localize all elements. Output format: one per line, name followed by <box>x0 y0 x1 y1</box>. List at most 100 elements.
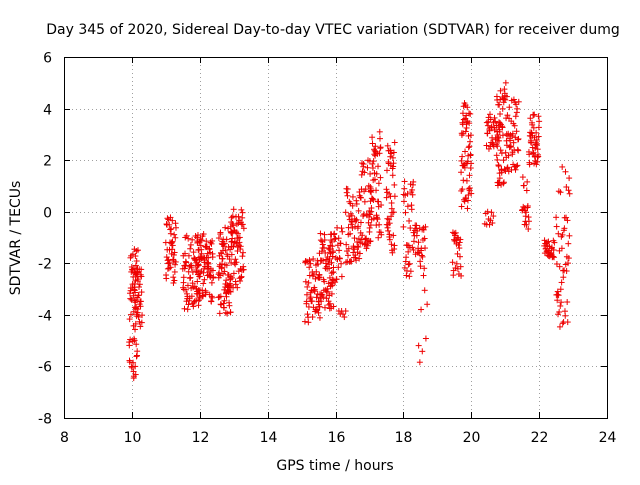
data-point <box>205 254 212 261</box>
data-point <box>390 160 397 167</box>
data-point <box>465 144 472 151</box>
data-point <box>512 113 519 120</box>
data-point <box>373 170 380 177</box>
data-point <box>406 217 413 224</box>
data-point <box>305 279 312 286</box>
data-point <box>235 220 242 227</box>
data-point <box>132 320 139 327</box>
data-point <box>221 268 228 275</box>
data-point <box>317 295 324 302</box>
data-point <box>375 234 382 241</box>
data-point <box>200 292 207 299</box>
data-point <box>422 223 429 230</box>
data-point <box>126 316 133 323</box>
data-point <box>484 208 491 215</box>
data-point <box>239 209 246 216</box>
data-point <box>198 255 205 262</box>
data-point <box>378 231 385 238</box>
data-point <box>497 110 504 117</box>
data-point <box>171 249 178 256</box>
data-point <box>131 280 138 287</box>
data-point <box>188 293 195 300</box>
data-point <box>363 245 370 252</box>
data-point <box>166 221 173 228</box>
data-point <box>519 174 526 181</box>
data-point <box>367 170 374 177</box>
x-tick-label: 10 <box>124 430 142 446</box>
data-point <box>513 101 520 108</box>
data-point <box>190 249 197 256</box>
data-point <box>483 142 490 149</box>
data-point <box>551 239 558 246</box>
data-point <box>386 236 393 243</box>
data-point <box>209 254 216 261</box>
data-point <box>466 185 473 192</box>
data-point <box>228 228 235 235</box>
data-point <box>172 224 179 231</box>
data-point <box>210 274 217 281</box>
data-point <box>565 260 572 267</box>
data-point <box>498 169 505 176</box>
data-point <box>232 281 239 288</box>
data-point <box>407 225 414 232</box>
data-point <box>500 157 507 164</box>
data-point <box>528 139 535 146</box>
data-point <box>505 168 512 175</box>
data-point <box>535 153 542 160</box>
data-point <box>559 231 566 238</box>
data-point <box>415 239 422 246</box>
data-point <box>419 348 426 355</box>
data-point <box>364 242 371 249</box>
data-point <box>421 287 428 294</box>
data-point <box>561 225 568 232</box>
data-point <box>507 137 514 144</box>
data-point <box>194 262 201 269</box>
data-point <box>221 297 228 304</box>
data-point <box>127 311 134 318</box>
data-point <box>235 213 242 220</box>
data-point <box>206 246 213 253</box>
data-point <box>565 240 572 247</box>
data-point <box>227 275 234 282</box>
data-point <box>510 96 517 103</box>
data-point <box>338 225 345 232</box>
y-tick-label: -8 <box>38 412 52 428</box>
data-point <box>400 191 407 198</box>
data-point <box>349 193 356 200</box>
data-point <box>199 287 206 294</box>
data-point <box>463 177 470 184</box>
data-point <box>367 238 374 245</box>
data-point <box>449 259 456 266</box>
y-tick-label: 4 <box>43 103 52 119</box>
data-point <box>336 247 343 254</box>
data-point <box>369 140 376 147</box>
data-point <box>219 255 226 262</box>
data-point <box>180 274 187 281</box>
data-point <box>376 150 383 157</box>
data-point <box>383 186 390 193</box>
data-point <box>328 290 335 297</box>
data-point <box>139 312 146 319</box>
data-point <box>553 260 560 267</box>
data-point <box>224 310 231 317</box>
data-point <box>201 276 208 283</box>
data-point <box>378 202 385 209</box>
data-point <box>304 283 311 290</box>
data-point <box>549 253 556 260</box>
data-point <box>383 167 390 174</box>
data-point <box>459 153 466 160</box>
data-point <box>562 168 569 175</box>
data-point <box>338 273 345 280</box>
data-point <box>194 232 201 239</box>
x-tick-label: 22 <box>531 430 549 446</box>
data-point <box>228 214 235 221</box>
data-point <box>496 101 503 108</box>
data-point <box>321 236 328 243</box>
data-point <box>130 308 137 315</box>
data-point <box>388 213 395 220</box>
data-point <box>462 128 469 135</box>
data-point <box>418 306 425 313</box>
data-point <box>367 187 374 194</box>
y-tick-label: -2 <box>38 257 52 273</box>
data-point <box>525 218 532 225</box>
